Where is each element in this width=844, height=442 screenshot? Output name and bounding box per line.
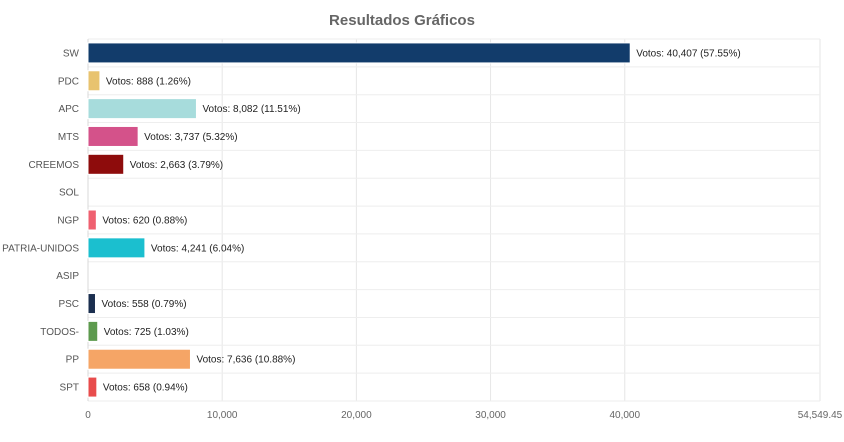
bar	[87, 293, 96, 315]
category-label: CREEMOS	[28, 160, 79, 171]
x-tick-label: 10,000	[207, 410, 238, 421]
category-label: SOL	[59, 188, 79, 199]
data-label: Votos: 725 (1.03%)	[104, 327, 189, 338]
data-label: Votos: 4,241 (6.04%)	[151, 243, 244, 254]
bar	[87, 237, 146, 259]
category-label: SW	[63, 48, 80, 59]
data-label: Votos: 558 (0.79%)	[101, 299, 186, 310]
bar	[87, 376, 98, 398]
x-tick-label: 54,549.45	[798, 410, 843, 421]
bar	[87, 98, 197, 120]
data-label: Votos: 7,636 (10.88%)	[196, 355, 295, 366]
category-label: PATRIA-UNIDOS	[2, 243, 79, 254]
bar	[87, 320, 99, 342]
category-label: SPT	[60, 383, 79, 394]
data-label: Votos: 40,407 (57.55%)	[636, 48, 741, 59]
category-label: PSC	[58, 299, 79, 310]
bar	[87, 42, 631, 64]
data-label: Votos: 658 (0.94%)	[103, 383, 188, 394]
bar	[87, 153, 125, 175]
bar	[87, 348, 191, 370]
category-label: PDC	[58, 76, 79, 87]
chart-title: Resultados Gráficos	[329, 12, 475, 29]
x-tick-label: 30,000	[475, 410, 506, 421]
x-tick-label: 0	[85, 410, 91, 421]
category-label: ASIP	[56, 271, 79, 282]
category-label: APC	[58, 104, 79, 115]
data-label: Votos: 8,082 (11.51%)	[202, 104, 300, 115]
x-tick-label: 20,000	[341, 410, 372, 421]
bar	[87, 209, 97, 231]
data-label: Votos: 620 (0.88%)	[102, 216, 187, 227]
category-label: NGP	[57, 216, 79, 227]
x-tick-label: 40,000	[609, 410, 640, 421]
category-label: TODOS-	[40, 327, 79, 338]
category-label: PP	[66, 355, 80, 366]
bar	[87, 70, 101, 92]
bar	[87, 125, 139, 147]
data-label: Votos: 888 (1.26%)	[106, 76, 191, 87]
data-label: Votos: 2,663 (3.79%)	[130, 160, 223, 171]
data-label: Votos: 3,737 (5.32%)	[144, 132, 237, 143]
category-label: MTS	[58, 132, 79, 143]
